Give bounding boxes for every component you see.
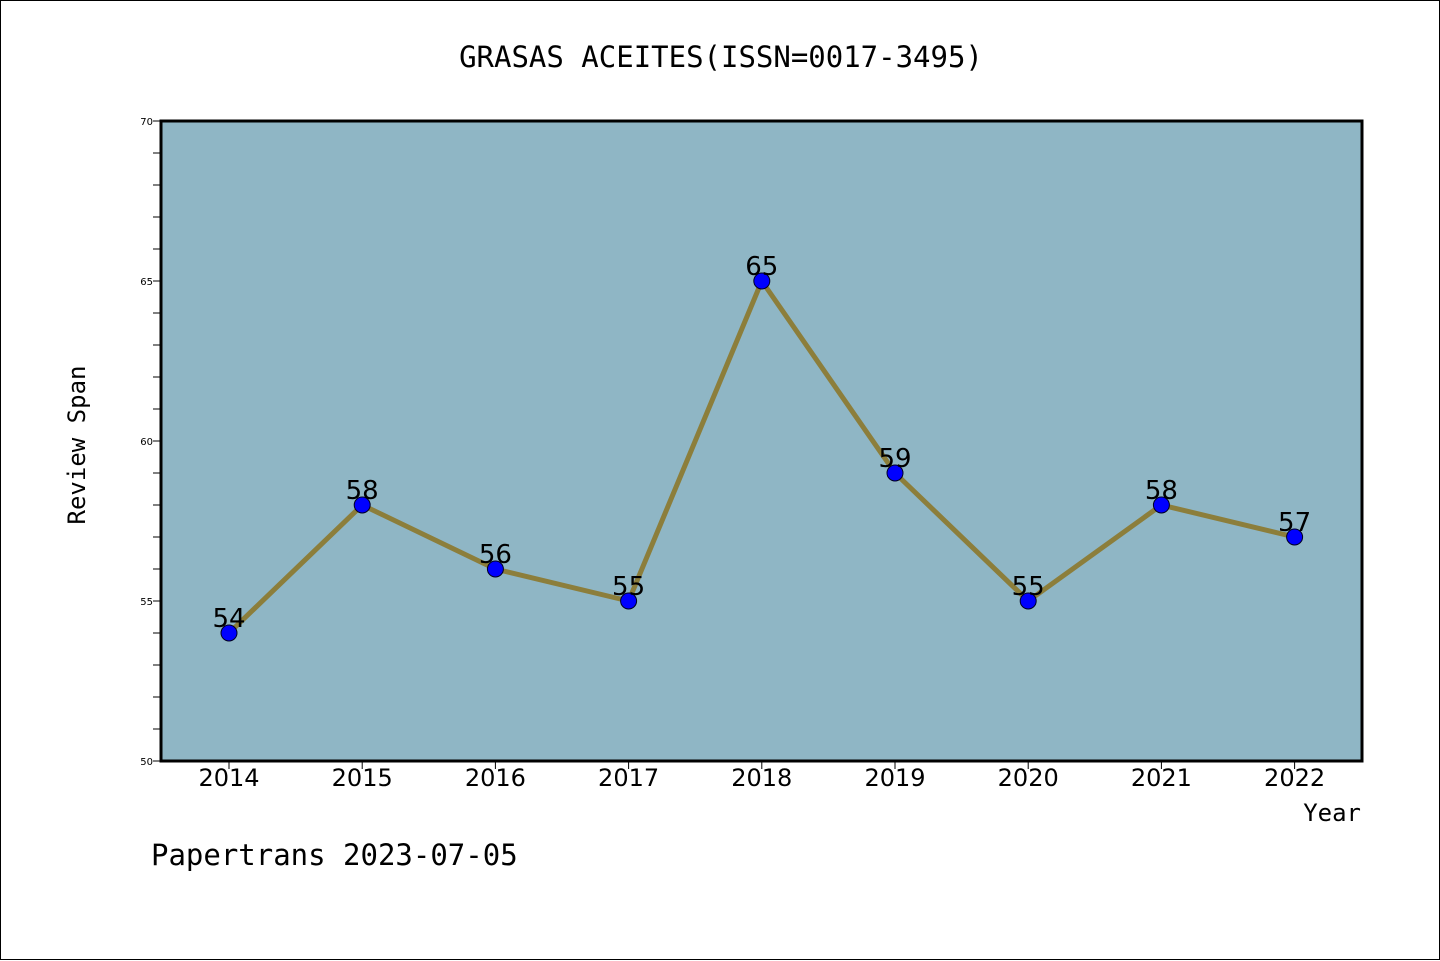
data-label: 54 xyxy=(212,604,245,634)
y-axis: 50 55 60 65 70 xyxy=(140,117,161,768)
y-tick-label: 50 xyxy=(140,757,153,768)
data-label: 55 xyxy=(1012,572,1045,602)
x-tick-label: 2018 xyxy=(731,764,792,792)
chart-title: GRASAS ACEITES(ISSN=0017-3495) xyxy=(459,40,983,74)
y-tick-label: 55 xyxy=(140,597,153,608)
data-label: 57 xyxy=(1278,508,1311,538)
data-point xyxy=(353,496,371,514)
plot-area xyxy=(159,119,1364,763)
y-tick-label: 60 xyxy=(140,437,153,448)
data-point xyxy=(1152,496,1170,514)
x-tick-label: 2020 xyxy=(998,764,1059,792)
data-label: 55 xyxy=(612,572,645,602)
x-axis: 2014 2015 2016 2017 2018 2019 2020 2021 2022 xyxy=(198,761,1325,792)
footer-text: Papertrans 2023-07-05 xyxy=(151,838,518,872)
data-label: 56 xyxy=(479,540,512,570)
x-tick-label: 2017 xyxy=(598,764,659,792)
data-label: 59 xyxy=(878,444,911,474)
x-tick-label: 2021 xyxy=(1131,764,1192,792)
series-review-span: 54 58 56 55 65 59 55 58 57 xyxy=(212,252,1311,642)
x-tick-label: 2019 xyxy=(864,764,925,792)
x-tick-label: 2016 xyxy=(465,764,526,792)
x-tick-label: 2014 xyxy=(198,764,259,792)
x-tick-label: 2022 xyxy=(1264,764,1325,792)
y-tick-label: 65 xyxy=(140,277,153,288)
y-tick-label: 70 xyxy=(140,117,153,128)
data-point xyxy=(620,592,638,610)
data-point xyxy=(220,624,238,642)
data-label: 58 xyxy=(1145,476,1178,506)
y-axis-label: Review Span xyxy=(63,366,91,525)
x-axis-label: Year xyxy=(1303,799,1361,827)
x-tick-label: 2015 xyxy=(332,764,393,792)
data-point xyxy=(753,272,771,290)
data-point xyxy=(1286,528,1304,546)
data-point xyxy=(486,560,504,578)
data-label: 65 xyxy=(745,252,778,282)
data-label: 58 xyxy=(346,476,379,506)
data-point xyxy=(886,464,904,482)
data-point xyxy=(1019,592,1037,610)
